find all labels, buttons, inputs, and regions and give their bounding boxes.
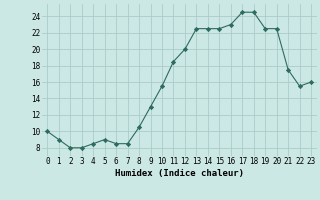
X-axis label: Humidex (Indice chaleur): Humidex (Indice chaleur) (115, 169, 244, 178)
